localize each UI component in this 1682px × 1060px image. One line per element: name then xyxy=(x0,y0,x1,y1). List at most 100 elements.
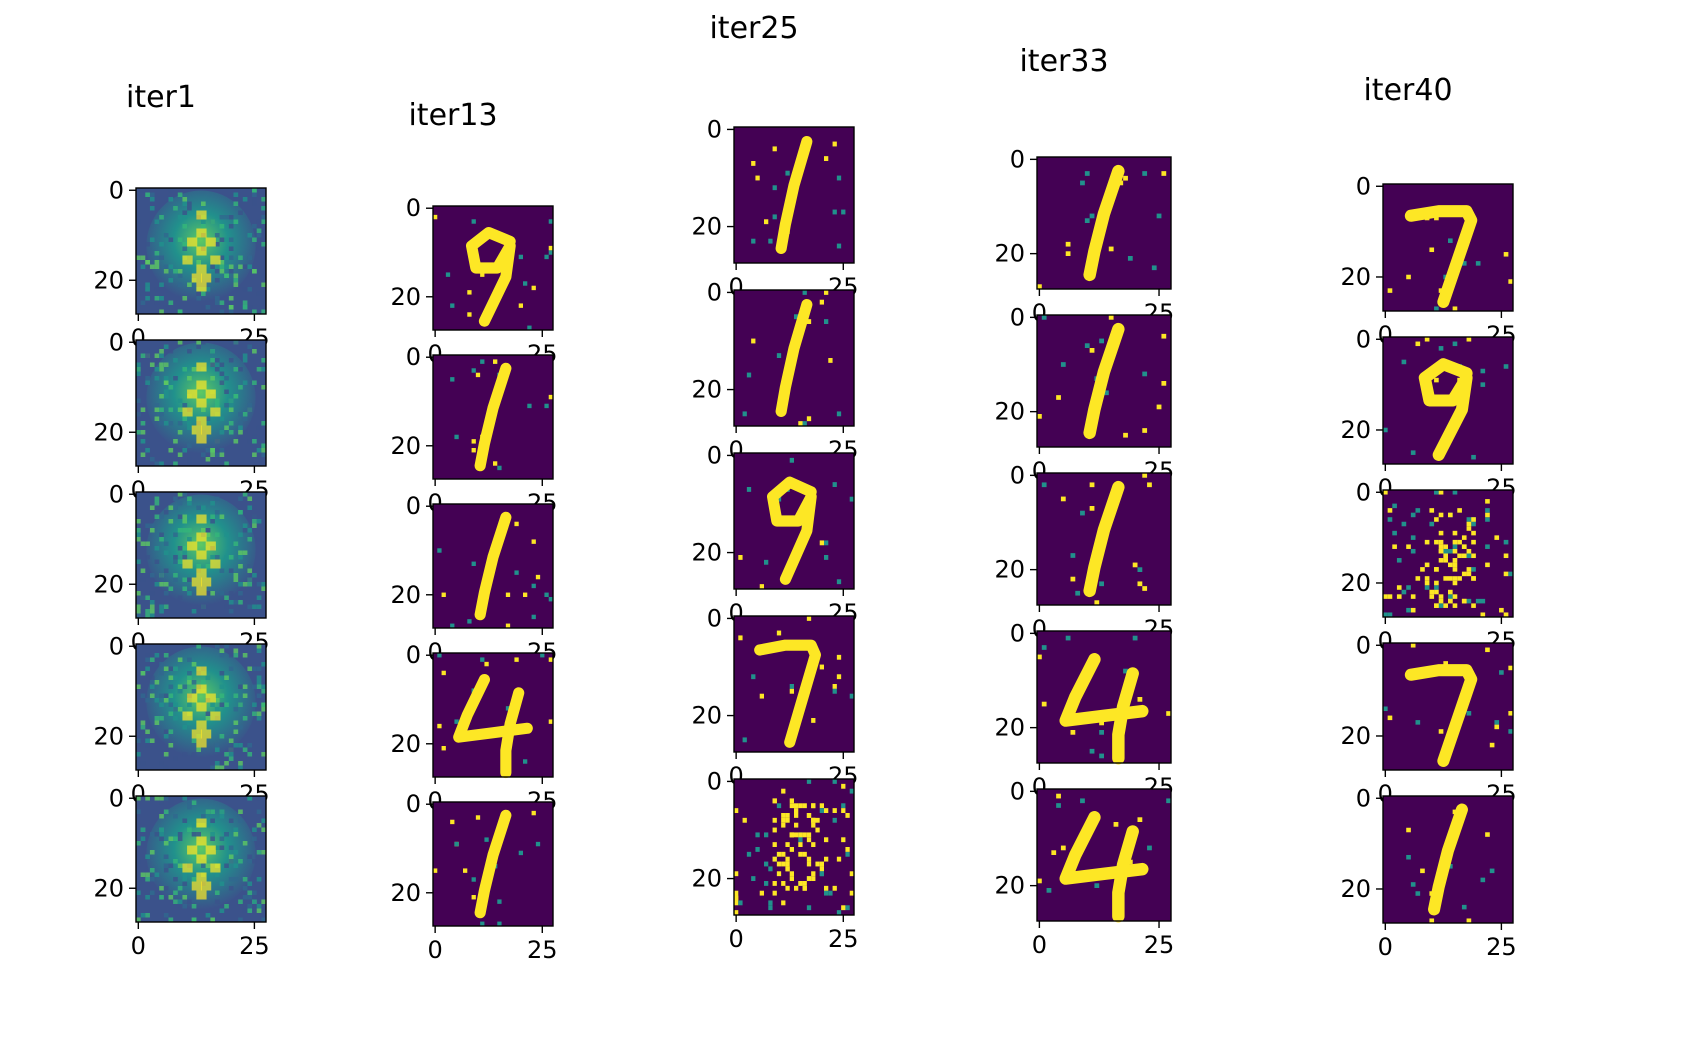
noise-pixel xyxy=(1503,571,1509,577)
noise-pixel xyxy=(214,269,220,274)
noise-pixel xyxy=(751,161,756,166)
noise-pixel xyxy=(149,680,155,685)
noise-pixel xyxy=(1485,499,1490,504)
noise-pixel xyxy=(1499,670,1504,675)
noise-pixel xyxy=(219,514,225,519)
noise-pixel xyxy=(163,796,169,801)
noise-pixel xyxy=(755,832,760,838)
noise-pixel xyxy=(163,913,169,918)
noise-pixel xyxy=(238,353,243,358)
noise-pixel xyxy=(191,738,197,743)
noise-pixel xyxy=(214,452,220,457)
noise-pixel xyxy=(764,861,769,867)
noise-pixel xyxy=(187,675,192,680)
noise-pixel xyxy=(136,362,141,367)
noise-pixel xyxy=(154,353,160,358)
noise-pixel xyxy=(228,600,234,605)
noise-pixel xyxy=(228,269,234,274)
noise-pixel xyxy=(1471,454,1476,460)
noise-pixel xyxy=(196,291,201,296)
noise-pixel xyxy=(252,237,257,242)
noise-pixel xyxy=(210,362,215,367)
digit-stroke xyxy=(754,639,822,748)
noise-pixel xyxy=(159,309,164,314)
digit-pixel xyxy=(794,803,799,809)
noise-pixel xyxy=(238,582,243,587)
bright-pixel xyxy=(191,273,202,283)
noise-pixel xyxy=(1396,558,1402,563)
noise-pixel xyxy=(544,403,549,409)
noise-pixel xyxy=(772,817,777,823)
noise-pixel xyxy=(742,737,747,743)
noise-pixel xyxy=(145,380,150,385)
digit-pixel xyxy=(1434,567,1439,572)
noise-pixel xyxy=(493,461,498,466)
digit-pixel xyxy=(794,832,799,838)
noise-pixel xyxy=(261,917,266,922)
noise-pixel xyxy=(1410,643,1416,648)
noise-pixel xyxy=(1383,706,1388,712)
noise-pixel xyxy=(228,398,234,403)
noise-pixel xyxy=(210,349,215,354)
noise-pixel xyxy=(252,452,257,457)
axes-frame xyxy=(733,778,855,916)
noise-pixel xyxy=(1503,539,1509,545)
noise-pixel xyxy=(154,287,160,292)
noise-pixel xyxy=(242,908,248,913)
noise-pixel xyxy=(219,765,225,770)
noise-pixel xyxy=(238,917,243,922)
digit-pixel xyxy=(1438,544,1444,549)
digit-stroke xyxy=(775,135,813,255)
noise-pixel xyxy=(1387,288,1393,293)
noise-pixel xyxy=(182,872,188,877)
noise-pixel xyxy=(159,800,164,805)
noise-pixel xyxy=(1147,845,1152,851)
noise-pixel xyxy=(238,510,243,515)
bright-pixel xyxy=(196,246,207,256)
noise-pixel xyxy=(205,416,211,421)
noise-pixel xyxy=(201,814,206,819)
noise-pixel xyxy=(514,521,519,527)
noise-pixel xyxy=(154,559,160,564)
noise-pixel xyxy=(173,702,178,707)
noise-pixel xyxy=(177,269,183,274)
x-tick-label: 0 xyxy=(1032,931,1047,959)
noise-pixel xyxy=(764,559,769,565)
noise-pixel xyxy=(252,188,257,193)
digit-pixel xyxy=(1452,594,1458,599)
y-tick-label: 0 xyxy=(707,441,722,469)
noise-pixel xyxy=(191,800,197,805)
noise-pixel xyxy=(140,836,146,841)
panel-background xyxy=(1037,789,1171,921)
bright-pixel xyxy=(196,738,207,748)
noise-pixel xyxy=(1508,729,1513,734)
noise-pixel xyxy=(214,278,220,283)
bright-pixel xyxy=(191,577,202,587)
noise-pixel xyxy=(233,648,239,653)
noise-pixel xyxy=(261,725,266,730)
digit-pixel xyxy=(815,817,820,823)
bright-pixel xyxy=(205,693,216,703)
noise-pixel xyxy=(247,407,253,412)
noise-pixel xyxy=(242,523,248,528)
noise-pixel xyxy=(1508,665,1513,671)
digit-pixel xyxy=(772,881,777,886)
noise-pixel xyxy=(182,210,188,215)
blur-glow xyxy=(146,798,256,910)
noise-pixel xyxy=(450,819,455,825)
noise-pixel xyxy=(187,421,192,426)
noise-pixel xyxy=(841,209,846,215)
noise-pixel xyxy=(163,752,169,757)
noise-pixel xyxy=(824,856,829,862)
noise-pixel xyxy=(182,752,188,757)
noise-pixel xyxy=(187,282,192,287)
noise-pixel xyxy=(242,582,248,587)
noise-pixel xyxy=(154,872,160,877)
axes-frame xyxy=(733,615,855,753)
noise-pixel xyxy=(1466,337,1472,342)
axes-frame xyxy=(135,491,267,619)
noise-pixel xyxy=(136,796,141,801)
